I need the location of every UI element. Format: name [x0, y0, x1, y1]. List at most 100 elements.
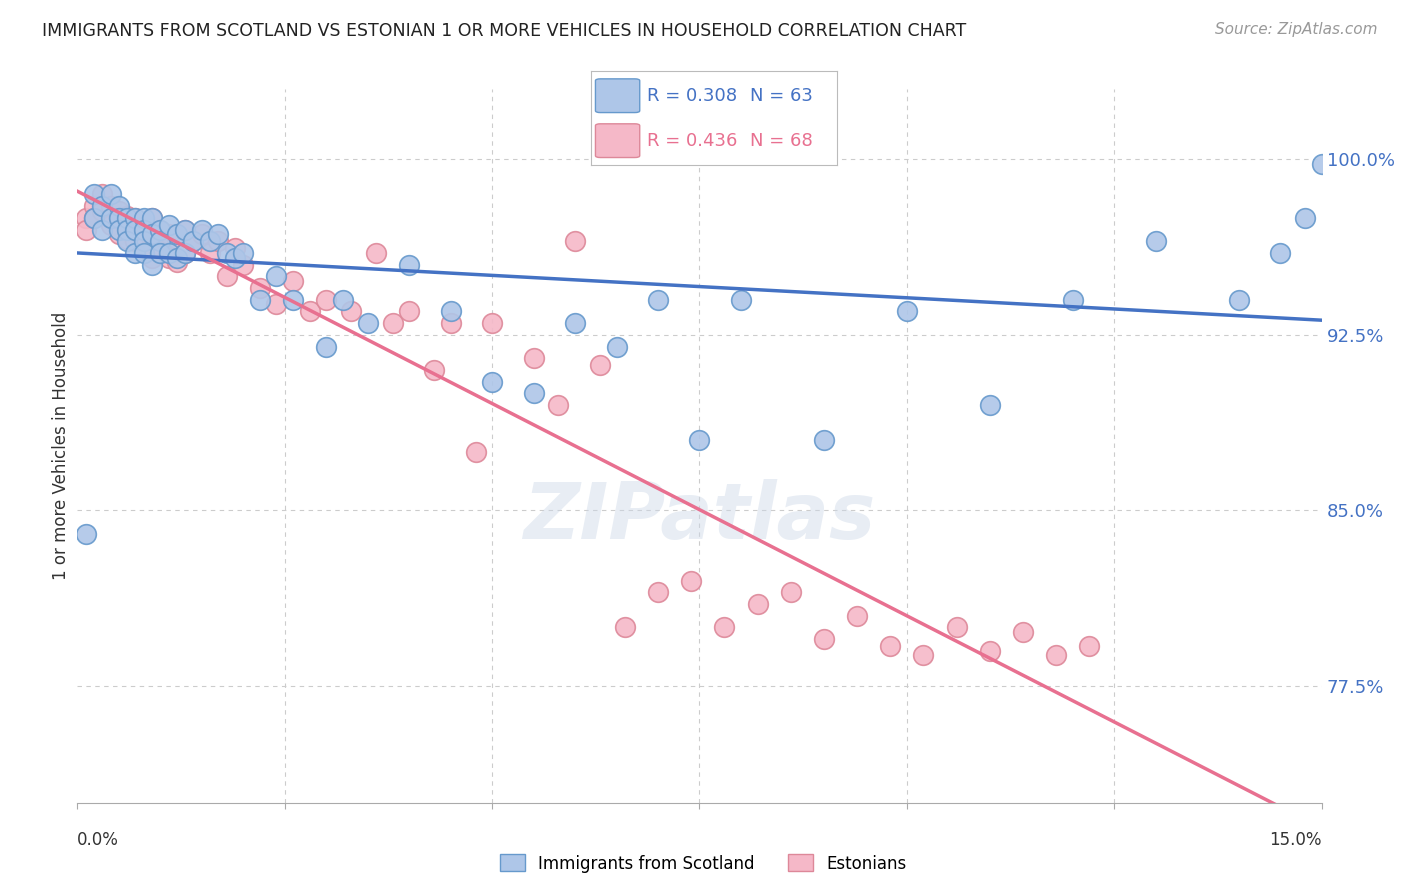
Point: [83, 187, 105, 202]
Point: [945, 620, 967, 634]
Point: [183, 234, 205, 248]
Point: [281, 274, 304, 288]
Point: [440, 316, 463, 330]
Point: [681, 574, 703, 588]
Point: [115, 209, 138, 223]
Point: [1270, 246, 1292, 260]
Point: [191, 227, 214, 242]
Point: [115, 232, 138, 246]
Point: [1045, 648, 1067, 663]
Text: ZIPatlas: ZIPatlas: [523, 479, 876, 556]
Point: [315, 340, 337, 354]
Point: [215, 269, 238, 284]
Text: IMMIGRANTS FROM SCOTLAND VS ESTONIAN 1 OR MORE VEHICLES IN HOUSEHOLD CORRELATION: IMMIGRANTS FROM SCOTLAND VS ESTONIAN 1 O…: [42, 22, 966, 40]
Point: [132, 236, 155, 251]
Point: [1012, 625, 1035, 640]
Point: [523, 386, 546, 401]
Point: [100, 218, 122, 232]
Text: N = 63: N = 63: [751, 87, 813, 104]
Point: [357, 316, 380, 330]
Point: [249, 281, 271, 295]
Point: [91, 199, 114, 213]
Point: [730, 293, 752, 307]
Point: [141, 227, 163, 242]
Point: [198, 246, 221, 260]
Point: [108, 211, 131, 225]
Point: [315, 293, 337, 307]
Point: [232, 246, 254, 260]
Point: [75, 222, 97, 236]
Point: [281, 293, 304, 307]
Point: [606, 340, 628, 354]
Point: [83, 211, 105, 225]
Point: [149, 246, 172, 260]
Point: [108, 203, 131, 218]
Point: [108, 199, 131, 213]
Point: [124, 222, 146, 236]
Point: [132, 234, 155, 248]
Point: [713, 620, 735, 634]
Point: [266, 297, 288, 311]
Point: [564, 316, 586, 330]
Legend: Immigrants from Scotland, Estonians: Immigrants from Scotland, Estonians: [494, 847, 912, 880]
Point: [1294, 211, 1316, 225]
Point: [83, 199, 105, 213]
Text: N = 68: N = 68: [751, 132, 813, 150]
Text: R = 0.436: R = 0.436: [647, 132, 738, 150]
Point: [813, 433, 835, 447]
Point: [689, 433, 711, 447]
Point: [124, 222, 146, 236]
Point: [91, 187, 114, 202]
Point: [174, 222, 197, 236]
Point: [979, 398, 1001, 412]
Point: [132, 211, 155, 225]
Point: [423, 363, 446, 377]
FancyBboxPatch shape: [596, 124, 640, 158]
Point: [157, 227, 180, 242]
Point: [613, 620, 636, 634]
Point: [896, 304, 918, 318]
Point: [115, 211, 138, 225]
Point: [141, 251, 163, 265]
Text: 0.0%: 0.0%: [77, 831, 120, 849]
Y-axis label: 1 or more Vehicles in Household: 1 or more Vehicles in Household: [52, 312, 70, 580]
Point: [100, 211, 122, 225]
Point: [124, 211, 146, 225]
Point: [166, 227, 188, 242]
Point: [232, 258, 254, 272]
Point: [332, 293, 354, 307]
Point: [398, 304, 420, 318]
Point: [157, 246, 180, 260]
Point: [215, 246, 238, 260]
Point: [846, 608, 869, 623]
Point: [266, 269, 288, 284]
Point: [298, 304, 321, 318]
Point: [207, 227, 229, 242]
Point: [149, 222, 172, 236]
Point: [108, 222, 131, 236]
Point: [198, 234, 221, 248]
Point: [157, 251, 180, 265]
Point: [381, 316, 404, 330]
Point: [108, 227, 131, 242]
Point: [1310, 157, 1333, 171]
Point: [523, 351, 546, 366]
Point: [547, 398, 569, 412]
Point: [166, 255, 188, 269]
Point: [149, 222, 172, 236]
Point: [100, 187, 122, 202]
Point: [249, 293, 271, 307]
Point: [174, 222, 197, 236]
Point: [464, 445, 486, 459]
Point: [1227, 293, 1250, 307]
Point: [912, 648, 935, 663]
Point: [481, 316, 503, 330]
Point: [166, 232, 188, 246]
Point: [91, 222, 114, 236]
Point: [124, 211, 146, 225]
Point: [398, 258, 420, 272]
Point: [647, 585, 669, 599]
Point: [1062, 293, 1084, 307]
Point: [589, 359, 612, 373]
Point: [564, 234, 586, 248]
